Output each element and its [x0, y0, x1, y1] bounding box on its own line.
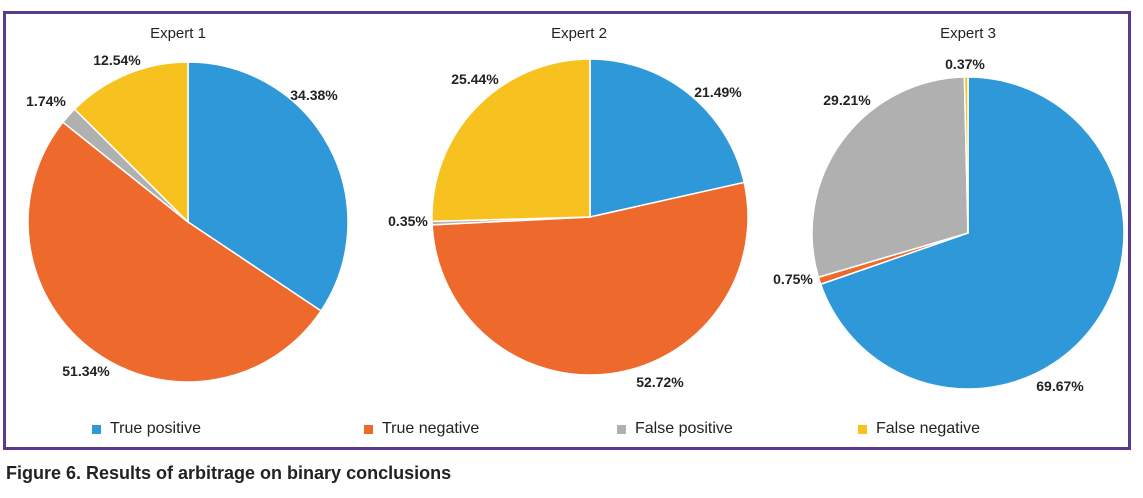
- pie-slice-true-positive: [589, 58, 746, 218]
- figure-caption: Figure 6. Results of arbitrage on binary…: [6, 463, 452, 483]
- legend-swatch-false-positive: [617, 424, 626, 434]
- data-label-false-positive: 29.21%: [823, 92, 871, 108]
- data-label-false-negative: 0.37%: [945, 56, 985, 72]
- pie-slice-false-negative: [73, 61, 189, 224]
- data-label-true-positive: 69.67%: [1036, 378, 1084, 394]
- pie-slice-true-negative: [431, 181, 749, 376]
- legend-label: False positive: [635, 420, 733, 437]
- data-label-false-negative: 25.44%: [451, 71, 499, 87]
- data-label-true-positive: 21.49%: [694, 84, 742, 100]
- pie-slice-false-negative: [963, 76, 969, 234]
- legend-item-false-positive: False positive: [617, 420, 733, 438]
- data-label-false-positive: 0.35%: [388, 213, 428, 229]
- pie-slice-false-negative: [431, 58, 591, 223]
- data-label-true-negative: 52.72%: [636, 374, 684, 390]
- pie-charts: Expert 1 34.38% 51.34% 1.74% 12.54% Expert 2 2…: [26, 25, 1125, 394]
- pie-slice-true-positive: [819, 76, 1125, 390]
- chart-title: Expert 2: [551, 25, 607, 42]
- pie-chart-expert-1: Expert 1 34.38% 51.34% 1.74% 12.54%: [26, 25, 349, 383]
- legend-swatch-true-negative: [364, 424, 373, 434]
- legend-label: True negative: [382, 420, 480, 437]
- pie-slice-false-positive: [811, 76, 969, 279]
- legend-item-false-negative: False negative: [858, 420, 980, 438]
- data-label-false-positive: 1.74%: [26, 93, 66, 109]
- chart-title: Expert 1: [150, 25, 206, 42]
- chart-title: Expert 3: [940, 25, 996, 42]
- pie-chart-expert-3: Expert 3 69.67% 0.75% 29.21% 0.37%: [773, 25, 1125, 394]
- data-label-false-negative: 12.54%: [93, 52, 141, 68]
- data-label-true-negative: 0.75%: [773, 271, 813, 287]
- pie-chart-expert-2: Expert 2 21.49% 52.72% 0.35% 25.44%: [388, 25, 749, 390]
- data-label-true-negative: 51.34%: [62, 363, 110, 379]
- legend: True positive True negative False positi…: [6, 420, 1134, 446]
- data-label-true-positive: 34.38%: [290, 87, 338, 103]
- legend-label: True positive: [110, 420, 201, 437]
- legend-swatch-false-negative: [858, 424, 867, 434]
- figure-frame: Expert 1 34.38% 51.34% 1.74% 12.54% Expert 2 2…: [3, 11, 1131, 450]
- pie-slice-true-negative: [27, 121, 323, 383]
- legend-swatch-true-positive: [92, 424, 101, 434]
- legend-label: False negative: [876, 420, 981, 437]
- legend-item-true-positive: True positive: [92, 420, 201, 438]
- legend-item-true-negative: True negative: [364, 420, 479, 438]
